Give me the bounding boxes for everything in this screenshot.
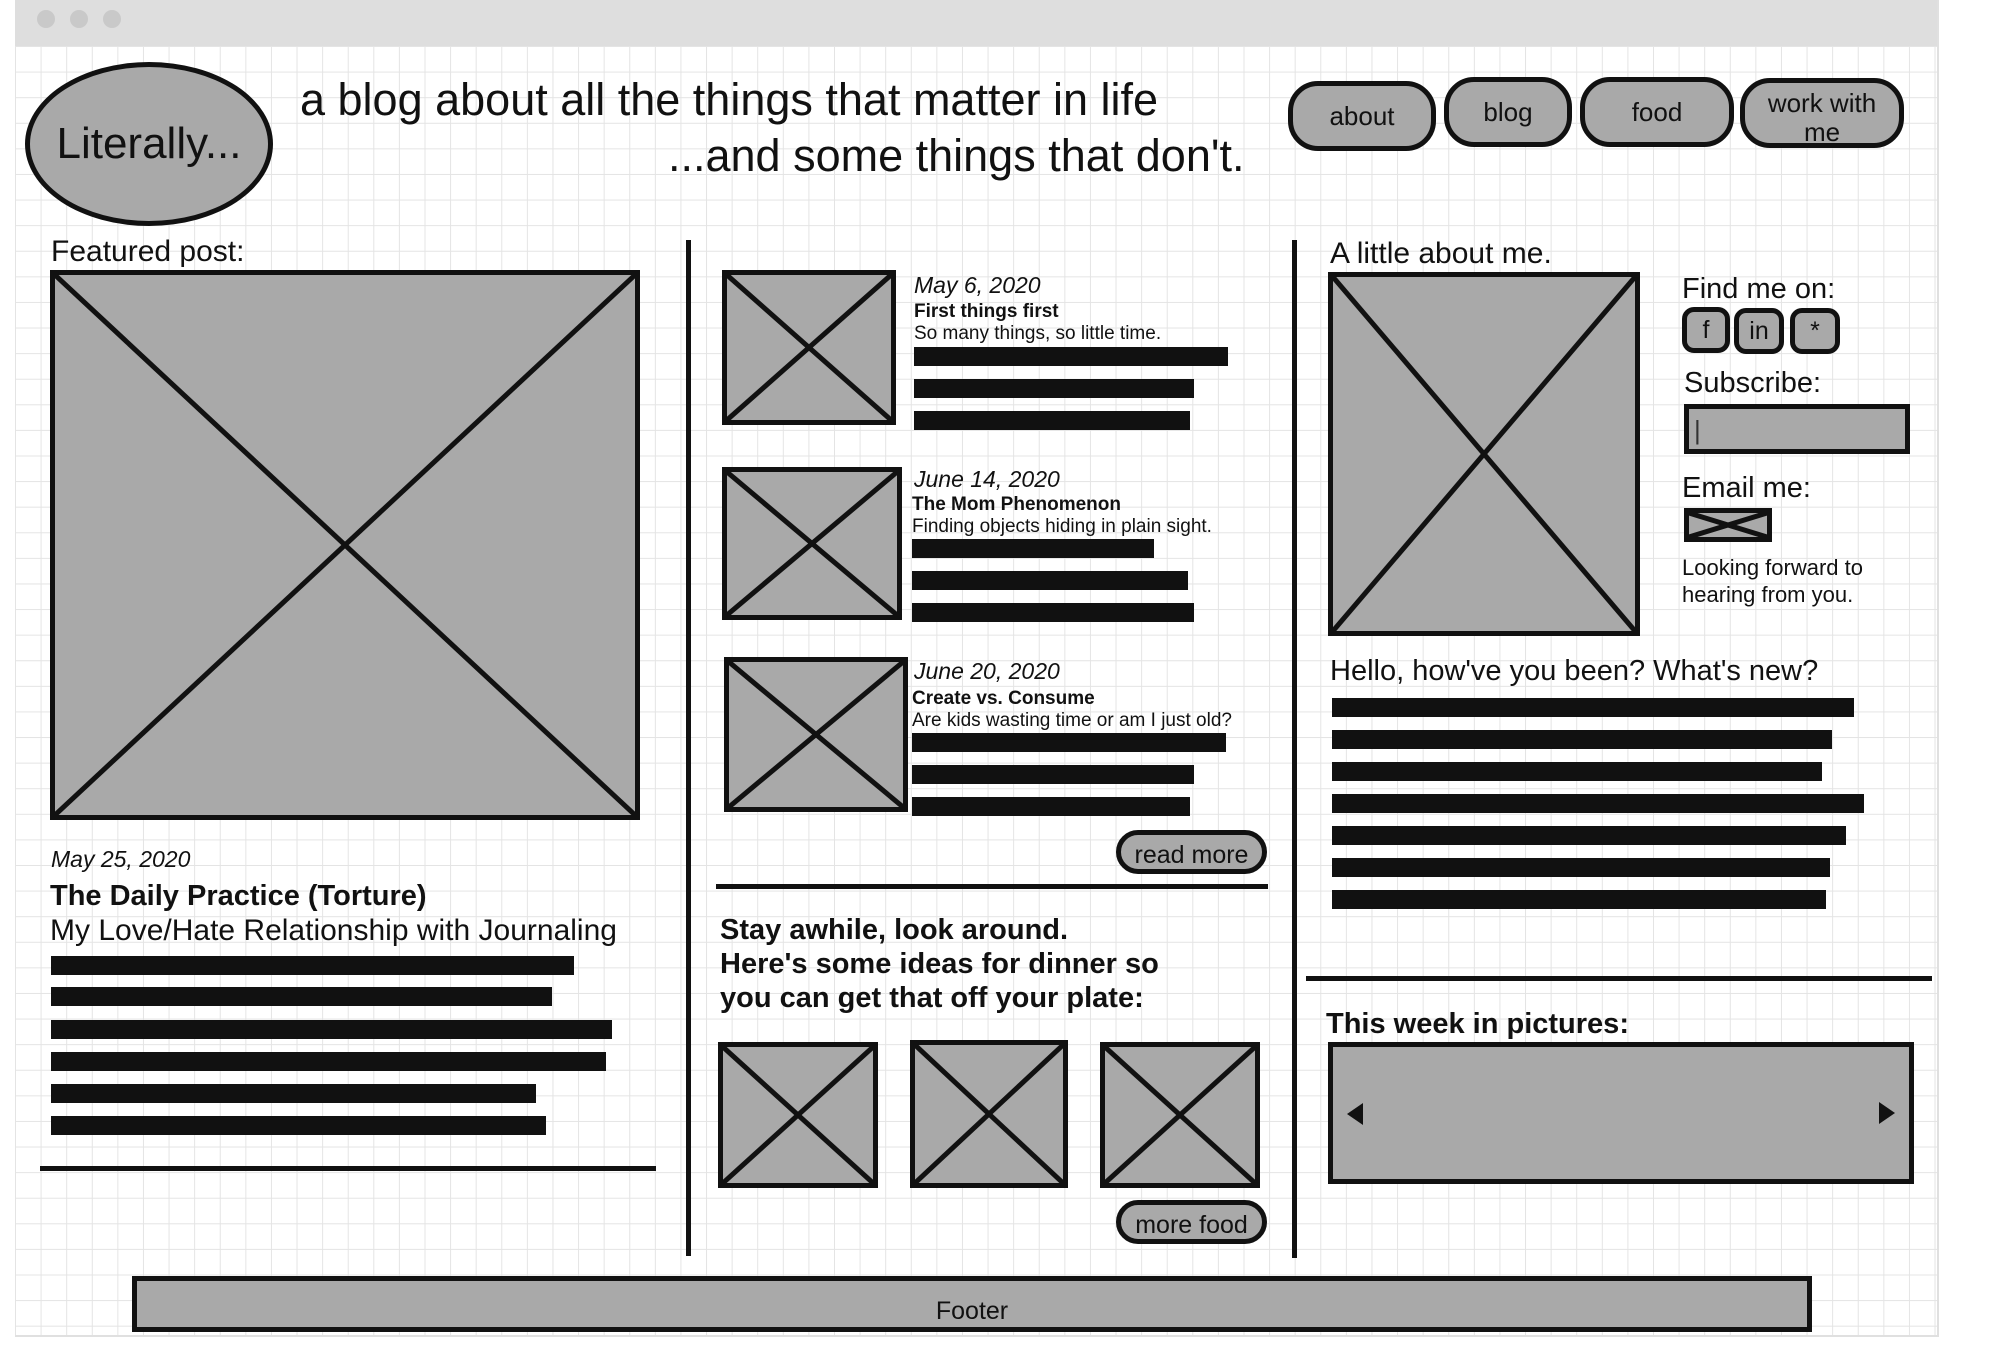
greeting-text-line <box>1332 826 1846 845</box>
browser-window <box>15 0 1939 1337</box>
post-date: June 14, 2020 <box>914 466 1060 492</box>
nav-food-button[interactable]: food <box>1580 77 1734 147</box>
post-title[interactable]: Create vs. Consume <box>912 688 1095 709</box>
food-heading-line-2: Here's some ideas for dinner so <box>720 948 1159 980</box>
pictures-heading: This week in pictures: <box>1326 1008 1629 1040</box>
greeting-text-line <box>1332 762 1822 781</box>
featured-text-line <box>51 987 552 1006</box>
nav-work-with-me-button[interactable]: work with me <box>1740 78 1904 148</box>
featured-text-line <box>51 1020 612 1039</box>
read-more-button[interactable]: read more <box>1116 830 1267 874</box>
column-divider-right <box>1292 240 1297 1258</box>
email-label: Email me: <box>1682 472 1811 504</box>
post-text-line <box>912 539 1154 558</box>
food-image-placeholder[interactable] <box>718 1042 878 1188</box>
post-title[interactable]: The Mom Phenomenon <box>912 494 1121 515</box>
greeting-heading: Hello, how've you been? What's new? <box>1330 655 1819 687</box>
greeting-text-line <box>1332 730 1832 749</box>
post-text-line <box>912 603 1194 622</box>
about-heading: A little about me. <box>1330 237 1552 270</box>
post-date: May 6, 2020 <box>914 272 1041 298</box>
food-heading-line-3: you can get that off your plate: <box>720 982 1144 1014</box>
site-logo[interactable]: Literally... <box>25 62 273 226</box>
window-maximize-dot[interactable] <box>103 10 121 28</box>
email-note-line-1: Looking forward to <box>1682 555 1863 580</box>
column-divider-left <box>686 240 691 1256</box>
other-social-icon[interactable]: * <box>1790 308 1840 354</box>
post-title[interactable]: First things first <box>914 301 1059 322</box>
email-note-line-2: hearing from you. <box>1682 582 1854 607</box>
post-text-line <box>912 765 1194 784</box>
nav-blog-button[interactable]: blog <box>1444 77 1572 147</box>
footer: Footer <box>132 1276 1812 1332</box>
post-text-line <box>912 797 1190 816</box>
subscribe-input[interactable]: | <box>1684 404 1910 454</box>
about-divider <box>1306 976 1932 981</box>
site-logo-text: Literally... <box>56 119 242 168</box>
featured-heading: Featured post: <box>51 235 245 268</box>
posts-divider <box>716 884 1268 889</box>
featured-text-line <box>51 1116 546 1135</box>
featured-text-line <box>51 956 574 975</box>
featured-title[interactable]: The Daily Practice (Torture) <box>50 880 427 912</box>
find-me-label: Find me on: <box>1682 273 1836 305</box>
featured-image-placeholder[interactable] <box>50 270 640 820</box>
post-text-line <box>914 411 1190 430</box>
greeting-text-line <box>1332 698 1854 717</box>
email-envelope-icon[interactable] <box>1684 508 1772 542</box>
post-summary: Finding objects hiding in plain sight. <box>912 516 1212 537</box>
post-text-line <box>914 347 1228 366</box>
featured-text-line <box>51 1084 536 1103</box>
post-thumbnail[interactable] <box>724 657 908 812</box>
subscribe-label: Subscribe: <box>1684 367 1822 399</box>
facebook-icon[interactable]: f <box>1682 307 1730 353</box>
subscribe-input-cursor: | <box>1694 415 1701 445</box>
nav-about-button[interactable]: about <box>1288 81 1436 151</box>
greeting-text-line <box>1332 794 1864 813</box>
post-summary: Are kids wasting time or am I just old? <box>912 710 1232 731</box>
greeting-text-line <box>1332 890 1826 909</box>
post-thumbnail[interactable] <box>722 270 896 425</box>
window-titlebar <box>15 0 1937 46</box>
linkedin-icon[interactable]: in <box>1734 308 1784 354</box>
footer-label: Footer <box>935 1297 1009 1325</box>
post-text-line <box>912 571 1188 590</box>
tagline-line-1: a blog about all the things that matter … <box>300 74 1159 125</box>
pictures-slider[interactable] <box>1328 1042 1914 1184</box>
profile-image-placeholder[interactable] <box>1328 272 1640 636</box>
food-heading-line-1: Stay awhile, look around. <box>720 914 1069 946</box>
post-text-line <box>914 379 1194 398</box>
window-minimize-dot[interactable] <box>70 10 88 28</box>
window-close-dot[interactable] <box>37 10 55 28</box>
featured-text-line <box>51 1052 606 1071</box>
featured-date: May 25, 2020 <box>51 846 191 872</box>
featured-subtitle: My Love/Hate Relationship with Journalin… <box>50 914 617 947</box>
food-image-placeholder[interactable] <box>910 1040 1068 1188</box>
tagline-line-2: ...and some things that don't. <box>668 130 1245 181</box>
post-thumbnail[interactable] <box>722 467 902 620</box>
arrow-left-icon[interactable] <box>1347 1103 1363 1125</box>
arrow-right-icon[interactable] <box>1879 1102 1895 1124</box>
post-date: June 20, 2020 <box>914 658 1060 684</box>
post-summary: So many things, so little time. <box>914 323 1162 344</box>
greeting-text-line <box>1332 858 1830 877</box>
food-image-placeholder[interactable] <box>1100 1042 1260 1188</box>
featured-divider <box>40 1166 656 1171</box>
post-text-line <box>912 733 1226 752</box>
more-food-button[interactable]: more food <box>1116 1200 1267 1244</box>
